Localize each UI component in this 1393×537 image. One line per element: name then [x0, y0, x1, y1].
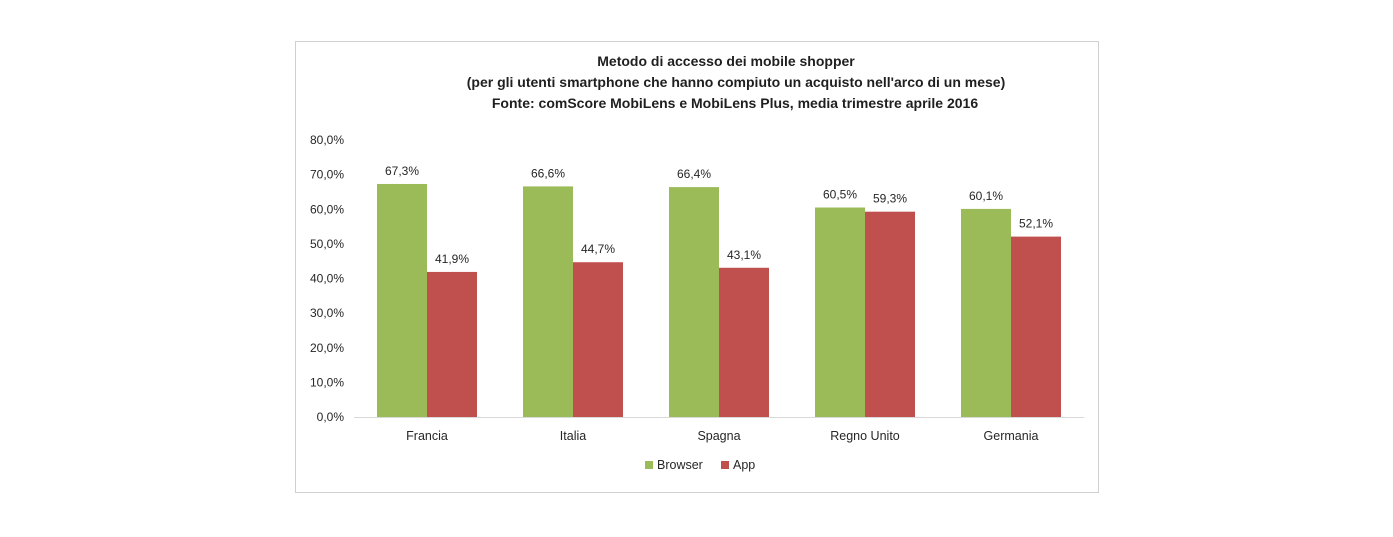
- y-tick-label: 10,0%: [310, 375, 344, 389]
- bar-app-spagna: [719, 267, 769, 417]
- legend-swatch-app: [721, 461, 729, 469]
- x-category-label: Germania: [984, 429, 1039, 443]
- chart-title-line-2: (per gli utenti smartphone che hanno com…: [467, 74, 1006, 90]
- chart-frame: Metodo di accesso dei mobile shopper (per…: [295, 41, 1099, 493]
- data-label: 66,6%: [531, 166, 565, 180]
- y-tick-label: 60,0%: [310, 202, 344, 216]
- data-label: 60,5%: [823, 188, 857, 202]
- y-tick-label: 0,0%: [317, 410, 345, 424]
- x-category-label: Spagna: [697, 429, 740, 443]
- y-tick-label: 80,0%: [310, 133, 344, 147]
- data-label: 44,7%: [581, 242, 615, 256]
- y-tick-label: 70,0%: [310, 168, 344, 182]
- data-label: 52,1%: [1019, 217, 1053, 231]
- x-category-label: Francia: [406, 429, 448, 443]
- bar-app-germania: [1011, 236, 1061, 417]
- data-label: 60,1%: [969, 189, 1003, 203]
- x-category-label: Regno Unito: [830, 429, 900, 443]
- data-label: 43,1%: [727, 248, 761, 262]
- legend-label-app: App: [733, 458, 755, 472]
- bar-app-italia: [573, 262, 623, 417]
- y-tick-label: 40,0%: [310, 272, 344, 286]
- y-tick-label: 30,0%: [310, 306, 344, 320]
- bar-browser-regno-unito: [815, 207, 865, 417]
- bar-app-francia: [427, 271, 477, 417]
- data-label: 66,4%: [677, 167, 711, 181]
- y-tick-label: 50,0%: [310, 237, 344, 251]
- legend-swatch-browser: [645, 461, 653, 469]
- y-tick-label: 20,0%: [310, 341, 344, 355]
- bar-browser-spagna: [669, 187, 719, 417]
- data-label: 67,3%: [385, 164, 419, 178]
- data-label: 41,9%: [435, 252, 469, 266]
- bar-app-regno-unito: [865, 211, 915, 417]
- bar-browser-italia: [523, 186, 573, 417]
- bar-browser-francia: [377, 183, 427, 417]
- chart: Metodo di accesso dei mobile shopper (per…: [310, 53, 1084, 472]
- chart-title-line-3: Fonte: comScore MobiLens e MobiLens Plus…: [492, 95, 978, 111]
- chart-title-line-1: Metodo di accesso dei mobile shopper: [597, 53, 855, 69]
- x-category-label: Italia: [560, 429, 586, 443]
- legend-label-browser: Browser: [657, 458, 703, 472]
- bar-browser-germania: [961, 208, 1011, 417]
- data-label: 59,3%: [873, 192, 907, 206]
